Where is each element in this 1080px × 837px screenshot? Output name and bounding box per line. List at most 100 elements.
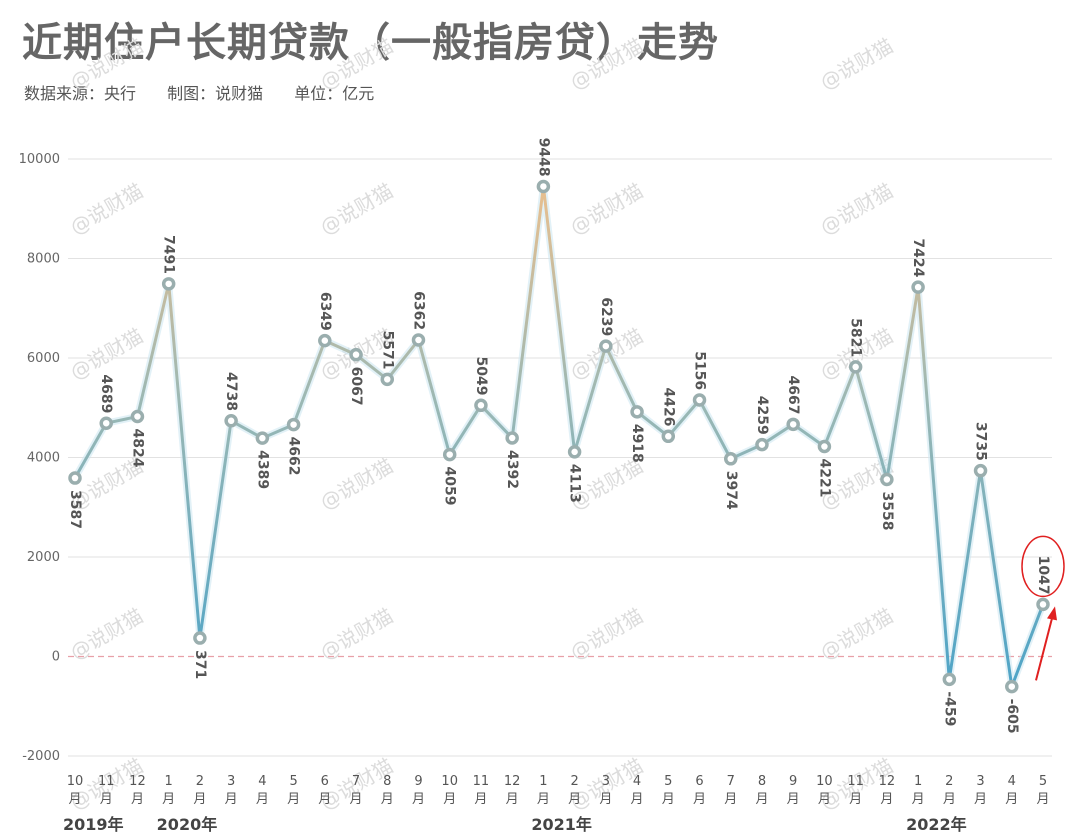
data-label: 4392 — [504, 450, 520, 489]
year-label: 2022年 — [906, 815, 967, 834]
x-tick-label: 9 — [414, 774, 422, 789]
data-label: 4221 — [816, 459, 832, 498]
data-point — [786, 417, 800, 432]
data-point — [442, 447, 457, 462]
data-label: 4259 — [754, 396, 770, 435]
x-tick-label: 6 — [321, 774, 329, 789]
x-tick-label: 4 — [258, 774, 266, 789]
data-point — [942, 672, 957, 687]
highlight-annotation — [1021, 535, 1065, 681]
y-axis: -2000 0 2000 4000 6000 8000 10000 — [19, 152, 60, 764]
data-point — [630, 405, 644, 419]
x-tick-label: 12 — [129, 774, 146, 789]
data-label: -605 — [1004, 699, 1020, 734]
data-label: 5156 — [692, 351, 708, 390]
x-tick-month: 月 — [193, 792, 206, 807]
data-label: 4667 — [785, 376, 801, 415]
watermark-text: @说财猫 — [316, 604, 397, 665]
data-label: 5049 — [473, 357, 489, 396]
x-tick-label: 9 — [789, 774, 797, 789]
data-label: 4918 — [629, 424, 645, 463]
data-point — [380, 372, 395, 387]
y-tick-label: -2000 — [22, 749, 60, 764]
x-tick-month: 月 — [350, 792, 363, 807]
x-tick-month: 月 — [131, 792, 144, 807]
x-tick-month: 月 — [68, 792, 81, 807]
data-label: 4113 — [567, 464, 583, 503]
data-point — [1005, 679, 1019, 694]
watermark-layer: @说财猫 @说财猫 @说财猫 @说财猫 @说财猫 @说财猫 @说财猫 @说财猫 @说财猫 @说财猫… — [66, 34, 897, 815]
data-label: 5821 — [848, 318, 864, 357]
watermark-text: @说财猫 — [566, 34, 647, 95]
data-label: 4689 — [98, 374, 114, 413]
data-label: 4059 — [442, 467, 458, 506]
watermark-text: @说财猫 — [316, 179, 397, 240]
chart-maker: 制图：说财猫 — [167, 84, 264, 103]
watermark-text: @说财猫 — [816, 604, 897, 665]
x-tick-label: 7 — [352, 774, 360, 789]
data-label: 3558 — [879, 491, 895, 530]
x-tick-label: 8 — [383, 774, 391, 789]
x-tick-month: 月 — [818, 792, 831, 807]
x-tick-label: 2 — [196, 774, 204, 789]
data-point — [505, 431, 519, 445]
x-tick-label: 12 — [879, 774, 896, 789]
y-tick-label: 10000 — [19, 152, 60, 167]
watermark-text: @说财猫 — [566, 179, 647, 240]
data-point — [224, 414, 238, 428]
data-label: 6362 — [410, 291, 426, 330]
x-tick-month: 月 — [662, 792, 675, 807]
watermark-text: @说财猫 — [316, 454, 397, 515]
data-point — [255, 431, 270, 445]
data-point — [130, 409, 145, 424]
x-tick-label: 2 — [570, 774, 578, 789]
x-tick-month: 月 — [100, 792, 113, 807]
year-label: 2021年 — [531, 815, 592, 834]
data-point — [567, 445, 582, 459]
data-label: 1047 — [1035, 556, 1051, 595]
chart-title: 近期住户长期贷款（一般指房贷）走势 — [22, 20, 719, 66]
year-label: 2019年 — [63, 815, 124, 834]
series-line-glow — [71, 183, 1047, 691]
x-tick-month: 月 — [506, 792, 519, 807]
x-tick-month: 月 — [381, 792, 394, 807]
data-label: 7491 — [161, 235, 177, 274]
x-tick-label: 5 — [289, 774, 297, 789]
data-point — [161, 277, 176, 291]
x-tick-label: 11 — [847, 774, 864, 789]
data-point — [318, 333, 332, 348]
x-tick-month: 月 — [912, 792, 925, 807]
x-tick-label: 1 — [914, 774, 922, 789]
highlight-arrow-head — [1047, 606, 1057, 621]
x-tick-month: 月 — [974, 792, 987, 807]
x-axis: 10月11月12月1月2月3月4月5月6月7月8月9月10月11月12月1月2月… — [63, 774, 1050, 834]
x-tick-month: 月 — [631, 792, 644, 807]
unit-label: 单位：亿元 — [294, 84, 375, 103]
data-point — [692, 393, 707, 407]
x-tick-label: 10 — [441, 774, 458, 789]
y-tick-label: 2000 — [27, 550, 60, 565]
x-tick-month: 月 — [1036, 792, 1049, 807]
x-tick-label: 10 — [67, 774, 84, 789]
x-tick-label: 6 — [695, 774, 703, 789]
y-tick-label: 6000 — [27, 351, 60, 366]
data-label: 5571 — [379, 331, 395, 370]
data-label: 4426 — [660, 388, 676, 427]
x-tick-month: 月 — [849, 792, 862, 807]
x-tick-month: 月 — [318, 792, 331, 807]
data-point — [99, 416, 113, 430]
data-label: 3974 — [723, 471, 739, 510]
data-point — [755, 437, 769, 452]
x-tick-label: 5 — [1039, 774, 1047, 789]
data-point — [68, 471, 82, 485]
x-tick-label: 12 — [504, 774, 521, 789]
watermark-text: @说财猫 — [66, 34, 147, 95]
x-tick-month: 月 — [693, 792, 706, 807]
data-label: 4662 — [286, 437, 302, 476]
data-label: 9448 — [535, 138, 551, 177]
x-tick-month: 月 — [443, 792, 456, 807]
watermark-text: @说财猫 — [66, 604, 147, 665]
x-tick-month: 月 — [787, 792, 800, 807]
data-labels: 3587 4689 4824 7491 371 4738 4389 4662 6349 6067 5… — [67, 138, 1051, 734]
